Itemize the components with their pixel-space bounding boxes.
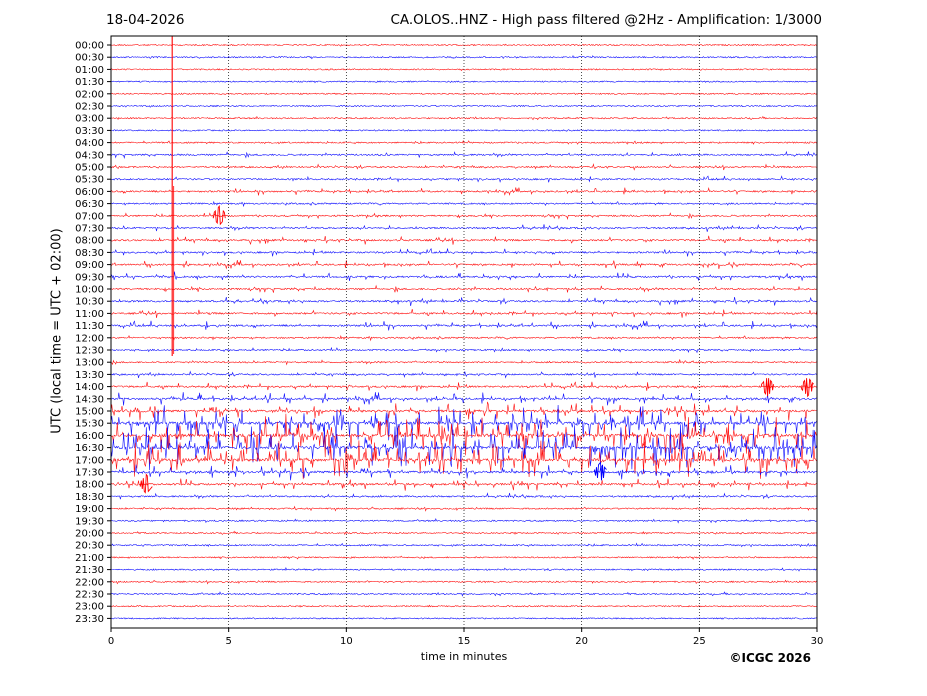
chart-title: CA.OLOS..HNZ - High pass filtered @2Hz -… [390, 12, 822, 28]
trace-line [110, 440, 818, 480]
trace-line [110, 296, 818, 307]
y-tick-label: 08:30 [75, 248, 104, 259]
x-tick-label: 5 [225, 636, 231, 647]
y-tick-label: 19:00 [75, 504, 104, 515]
x-tick-label: 25 [693, 636, 706, 647]
trace-line [110, 505, 818, 512]
trace-line [110, 381, 818, 392]
x-tick-label: 0 [108, 636, 114, 647]
y-tick-label: 08:00 [75, 236, 104, 247]
trace-line [110, 567, 817, 572]
trace-line [110, 530, 818, 535]
trace-line [110, 359, 818, 366]
plot-frame [110, 35, 818, 629]
grid-group [228, 36, 700, 628]
y-tick-label: 01:00 [75, 65, 104, 76]
trace-line [110, 308, 818, 318]
y-tick-label: 22:30 [75, 590, 104, 601]
y-tick-label: 03:30 [75, 126, 104, 137]
trace-line [110, 163, 818, 171]
trace-line [110, 604, 818, 608]
y-tick-label: 04:00 [75, 138, 104, 149]
trace-line [110, 518, 818, 524]
y-tick-label: 13:30 [75, 370, 104, 381]
y-tick-label: 12:30 [75, 346, 104, 357]
y-tick-label: 16:00 [75, 431, 104, 442]
trace-line [111, 346, 818, 354]
y-tick-label: 16:30 [75, 443, 104, 454]
trace-line [110, 187, 818, 196]
y-tick-label: 21:30 [75, 565, 104, 576]
y-tick-label: 05:30 [75, 175, 104, 186]
y-tick-label: 17:00 [75, 455, 104, 466]
trace-line [110, 139, 818, 145]
trace-line [110, 320, 818, 331]
trace-line [110, 392, 818, 406]
y-tick-label: 15:00 [75, 407, 104, 418]
y-tick-label: 04:30 [75, 150, 104, 161]
y-tick-label: 18:30 [75, 492, 104, 503]
event-marker [212, 205, 226, 226]
trace-line [110, 370, 818, 379]
y-tick-label: 09:30 [75, 272, 104, 283]
x-tick-label: 20 [575, 636, 588, 647]
y-tick-label: 01:30 [75, 77, 104, 88]
y-tick-label: 21:00 [75, 553, 104, 564]
y-tick-label: 00:30 [75, 53, 104, 64]
trace-line [110, 200, 818, 208]
y-tick-label: 15:30 [75, 419, 104, 430]
event-marker [761, 378, 775, 397]
event-marker [801, 378, 814, 398]
x-axis-label: time in minutes [420, 650, 508, 663]
y-tick-label: 14:30 [75, 394, 104, 405]
y-tick-label: 09:00 [75, 260, 104, 271]
trace-line [110, 404, 818, 442]
y-tick-label: 14:00 [75, 382, 104, 393]
event-marker [139, 473, 153, 494]
date-label: 18-04-2026 [106, 12, 185, 28]
y-tick-label: 02:30 [75, 102, 104, 113]
y-tick-label: 06:30 [75, 199, 104, 210]
y-tick-label: 20:00 [75, 529, 104, 540]
event-marker [594, 461, 607, 481]
y-tick-label: 11:00 [75, 309, 104, 320]
y-tick-label: 07:00 [75, 211, 104, 222]
y-tick-label: 11:30 [75, 321, 104, 332]
x-tick-label: 30 [811, 636, 824, 647]
y-tick-label: 13:00 [75, 358, 104, 369]
trace-line [110, 150, 818, 159]
y-tick-label: 00:00 [75, 41, 104, 52]
trace-line [110, 464, 818, 481]
y-tick-label: 07:30 [75, 224, 104, 235]
y-tick-label: 12:00 [75, 333, 104, 344]
y-tick-label: 19:30 [75, 516, 104, 527]
x-tick-label: 10 [340, 636, 353, 647]
x-tick-label: 15 [458, 636, 471, 647]
trace-line [111, 542, 818, 548]
y-tick-label: 20:30 [75, 541, 104, 552]
copyright-label: ©ICGC 2026 [729, 651, 811, 665]
y-tick-label: 02:00 [75, 89, 104, 100]
y-tick-label: 03:00 [75, 114, 104, 125]
y-tick-label: 10:30 [75, 297, 104, 308]
y-tick-label: 10:00 [75, 285, 104, 296]
y-tick-label: 23:30 [75, 614, 104, 625]
trace-line [110, 175, 818, 183]
y-tick-label: 05:00 [75, 163, 104, 174]
trace-line [110, 555, 818, 560]
y-tick-label: 18:00 [75, 480, 104, 491]
trace-line [110, 334, 818, 342]
y-tick-label: 22:00 [75, 577, 104, 588]
y-tick-label: 06:00 [75, 187, 104, 198]
y-tick-label: 23:00 [75, 602, 104, 613]
y-tick-label: 17:30 [75, 468, 104, 479]
